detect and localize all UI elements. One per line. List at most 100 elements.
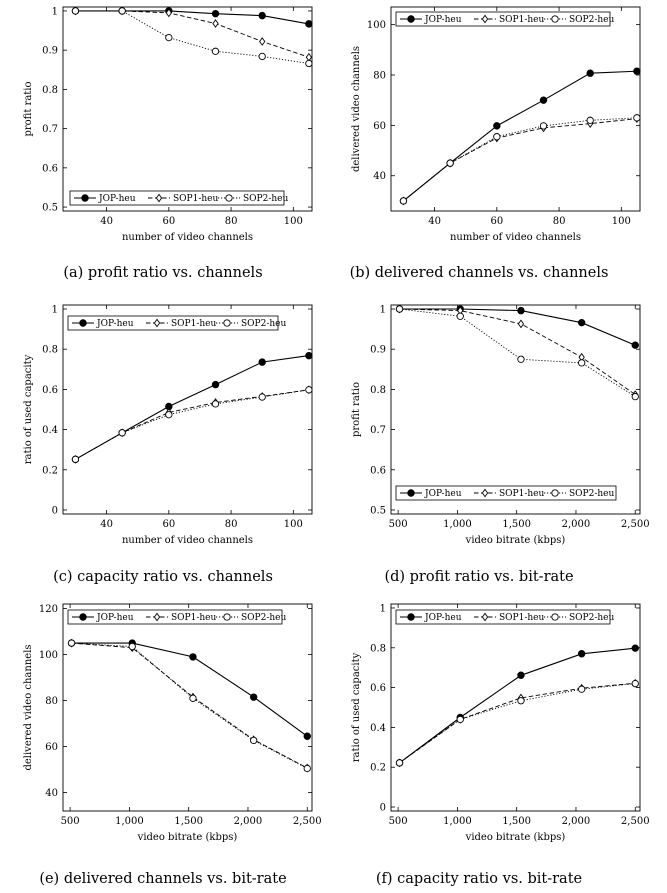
y-axis-label: delivered video channels [23, 644, 34, 770]
legend: JOP-heu SOP1-heu SOP2-heu [67, 315, 286, 331]
series-line [403, 118, 637, 202]
legend-label: SOP2-heu [241, 613, 286, 623]
y-tick-label: 0.7 [42, 124, 58, 135]
x-tick-label: 60 [162, 519, 175, 530]
data-point [211, 400, 220, 408]
series-line [75, 10, 309, 64]
data-point [71, 7, 80, 15]
chart-c: 40 60 80 100 0 0.2 0.4 0.6 0.8 1 number of video c… [23, 305, 313, 585]
data-point [189, 694, 197, 702]
series-line [399, 308, 636, 346]
data-point [456, 312, 464, 320]
legend-marker [153, 318, 161, 328]
x-tick-label: 2,000 [562, 816, 591, 827]
y-tick-label: 0.8 [42, 345, 58, 356]
legend-marker [551, 613, 559, 621]
legend-entry: SOP2-heu [544, 489, 614, 499]
legend-label: SOP2-heu [569, 613, 614, 623]
legend-label: SOP2-heu [569, 15, 614, 25]
series-line [75, 10, 310, 58]
series-line [403, 70, 637, 202]
series-line [75, 389, 309, 460]
plot-frame [390, 603, 641, 812]
y-tick-label: 0.7 [370, 425, 386, 436]
chart-e: 500 1,000 1,500 2,000 2,500 40 60 80 100 120 video… [23, 603, 322, 887]
y-tick-label: 100 [39, 650, 58, 661]
data-point [258, 358, 266, 366]
data-point [578, 359, 586, 367]
data-point [517, 671, 525, 679]
plot-frame [390, 6, 641, 212]
data-point [539, 122, 548, 130]
legend-label: SOP2-heu [243, 194, 288, 204]
data-point [631, 679, 639, 688]
legend-entry: JOP-heu [72, 319, 134, 329]
legend-label: JOP-heu [96, 319, 134, 329]
x-tick-label: 1,000 [115, 816, 144, 827]
series-SOP1-heu [72, 6, 313, 62]
data-point [165, 33, 173, 42]
x-tick-label: 2,000 [234, 816, 263, 827]
data-point [395, 305, 404, 313]
legend: JOP-heu SOP1-heu SOP2-heu [67, 609, 286, 625]
x-axis-label: number of video channels [450, 232, 581, 243]
data-point [539, 96, 548, 104]
y-tick-label: 0.4 [370, 723, 386, 734]
data-point [303, 764, 311, 773]
data-point [633, 114, 641, 122]
x-tick-label: 1,000 [443, 816, 472, 827]
data-point [517, 355, 525, 363]
x-tick-label: 100 [284, 519, 303, 530]
legend-marker [481, 612, 489, 622]
series-SOP1-heu [400, 114, 641, 206]
y-tick-label: 0.9 [370, 345, 386, 356]
data-point [211, 380, 220, 389]
legend-label: SOP1-heu [499, 613, 544, 623]
legend-label: SOP1-heu [499, 489, 544, 499]
data-point [577, 318, 586, 327]
y-tick-label: 0.4 [42, 425, 58, 436]
chart-caption: (d) profit ratio vs. bit-rate [384, 569, 573, 585]
x-axis-label: number of video channels [122, 535, 253, 546]
data-point [305, 20, 313, 28]
legend-marker [407, 489, 415, 497]
data-point [446, 159, 454, 167]
chart-caption: (e) delivered channels vs. bit-rate [39, 871, 286, 887]
chart-b: 40 60 80 100 40 60 80 100 number of video channe… [350, 6, 641, 281]
y-tick-label: 60 [45, 742, 58, 753]
legend-entry: JOP-heu [74, 194, 136, 204]
y-tick-label: 120 [39, 604, 58, 615]
x-axis-label: video bitrate (kbps) [465, 535, 566, 546]
data-point [305, 386, 313, 394]
x-tick-label: 1,000 [443, 519, 472, 530]
legend-marker [481, 488, 489, 498]
data-point [399, 197, 408, 205]
legend-marker [407, 15, 415, 23]
x-tick-label: 80 [553, 216, 566, 227]
x-tick-label: 40 [100, 216, 113, 227]
data-point [517, 306, 525, 315]
y-tick-label: 0.8 [370, 643, 386, 654]
y-tick-label: 1 [380, 305, 386, 316]
series-SOP1-heu [396, 304, 639, 399]
data-point [118, 429, 126, 437]
legend-entry: SOP1-heu [146, 318, 216, 329]
legend-marker [81, 194, 89, 202]
plot-frame [390, 304, 641, 515]
legend-label: SOP2-heu [241, 319, 286, 329]
y-tick-label: 1 [380, 603, 386, 614]
series-SOP2-heu [67, 639, 311, 773]
data-point [249, 693, 258, 701]
data-point [577, 650, 586, 658]
legend-entry: JOP-heu [400, 15, 462, 25]
y-tick-label: 40 [373, 171, 386, 182]
x-tick-label: 60 [162, 216, 175, 227]
legend-entry: JOP-heu [72, 613, 134, 623]
data-point [118, 7, 126, 15]
x-tick-label: 80 [225, 519, 238, 530]
legend: JOP-heu SOP1-heu SOP2-heu [395, 609, 614, 625]
legend-marker [551, 15, 559, 23]
data-point [493, 133, 501, 141]
legend-entry: SOP2-heu [544, 15, 614, 25]
legend-marker [79, 613, 87, 621]
